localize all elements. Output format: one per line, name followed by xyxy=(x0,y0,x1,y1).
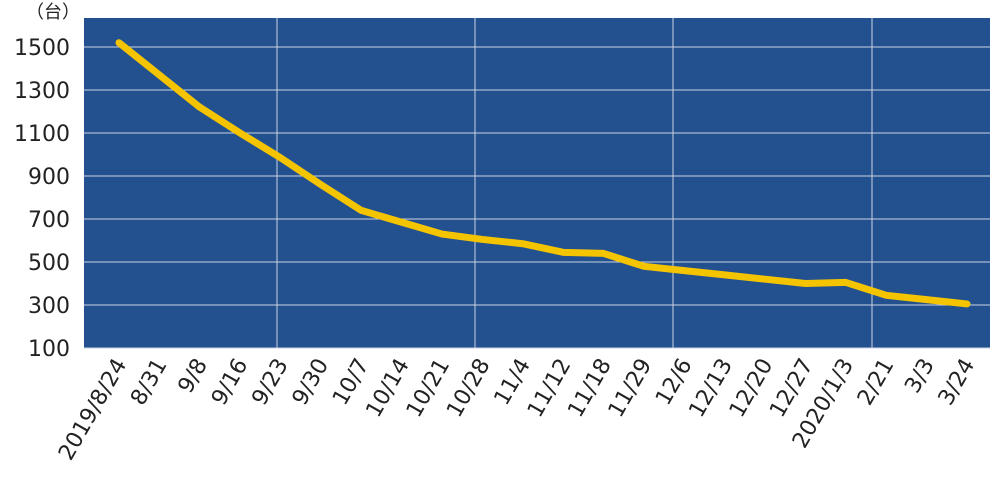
y-tick-label: 1100 xyxy=(14,122,70,147)
x-tick-label: 9/16 xyxy=(207,355,253,410)
y-tick-label: 1300 xyxy=(14,79,70,104)
x-tick-label: 8/31 xyxy=(126,355,172,410)
x-tick-label: 9/23 xyxy=(247,355,293,410)
x-tick-label: 2/21 xyxy=(853,355,899,410)
y-tick-label: 300 xyxy=(28,294,70,319)
x-tick-label: 9/30 xyxy=(288,355,334,410)
y-tick-label: 1500 xyxy=(14,36,70,61)
y-tick-label: 900 xyxy=(28,165,70,190)
plot-area xyxy=(84,18,990,348)
line xyxy=(115,39,971,308)
unit-label: （台） xyxy=(26,2,80,23)
x-tick-label: 3/24 xyxy=(934,355,980,410)
x-tick-label: 9/8 xyxy=(174,355,213,398)
x-tick-label: 3/3 xyxy=(900,355,939,398)
y-tick-label: 100 xyxy=(28,337,70,362)
x-tick-label: 2019/8/24 xyxy=(54,355,132,465)
y-tick-label: 700 xyxy=(28,208,70,233)
y-tick-label: 500 xyxy=(28,251,70,276)
